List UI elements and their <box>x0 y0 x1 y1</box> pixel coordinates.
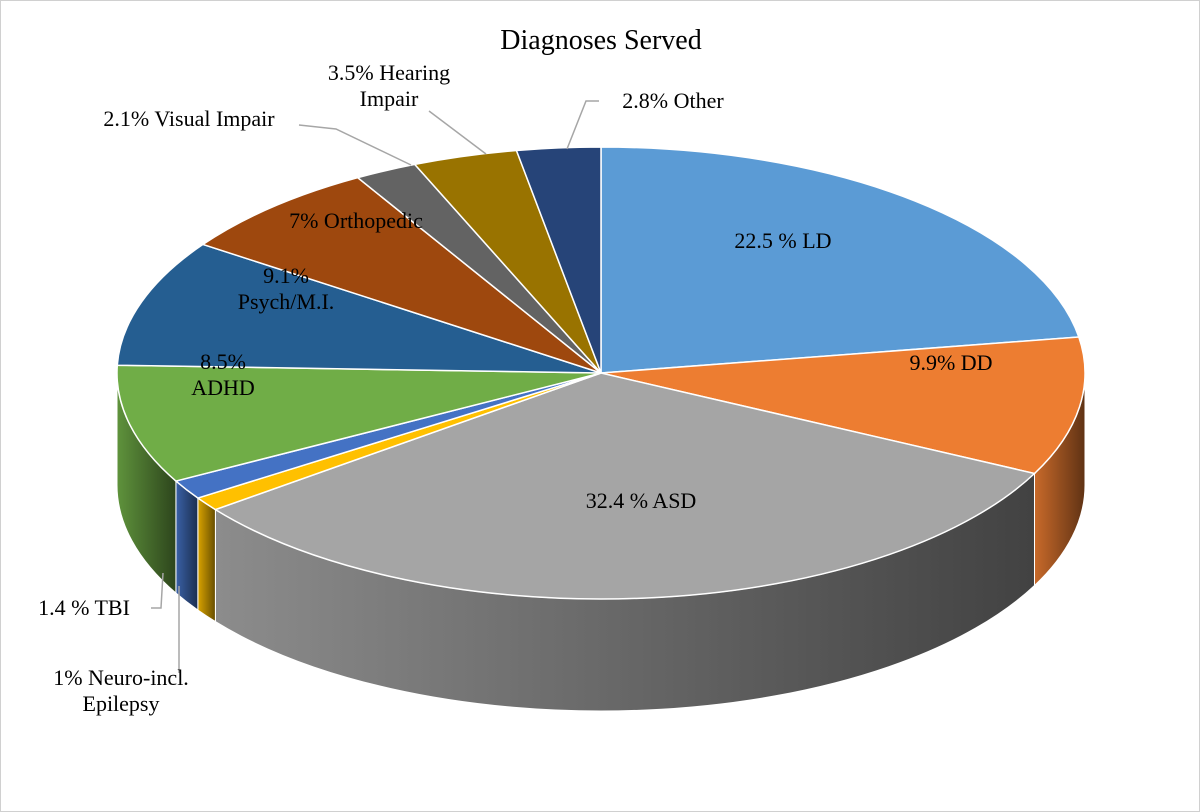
pie-slice-ld <box>600 146 1080 374</box>
data-label-visual: 2.1% Visual Impair <box>103 106 275 131</box>
data-label-adhd: 8.5% ADHD <box>191 349 255 400</box>
pie-slice-dd <box>600 336 1086 475</box>
pie-sides <box>116 372 1086 712</box>
pie-slice-asd <box>213 372 1037 600</box>
pie-slice-other <box>515 146 602 374</box>
pie-top <box>116 146 1086 600</box>
data-label-orthopedic: 7% Orthopedic <box>289 208 423 233</box>
leader-line-hearing <box>428 110 487 155</box>
chart-title: Diagnoses Served <box>500 25 702 56</box>
leader-line-other <box>566 100 599 150</box>
data-label-asd: 32.4 % ASD <box>585 488 697 513</box>
leader-lines <box>151 100 599 673</box>
pie-slice-adhd <box>116 364 602 482</box>
data-label-psych: 9.1% Psych/M.I. <box>237 263 335 314</box>
data-label-other: 2.8% Other <box>622 88 724 113</box>
pie-slice-orthopedic <box>201 176 602 374</box>
data-label-tbi: 1.4 % TBI <box>38 595 130 620</box>
data-label-ld: 22.5 % LD <box>734 228 832 253</box>
pie-side-neuro-incl-epilepsy <box>197 497 216 623</box>
leader-line-visual <box>298 124 412 166</box>
data-label-neuro: 1% Neuro-incl. Epilepsy <box>53 665 189 716</box>
leader-line-tbi <box>151 572 164 609</box>
data-label-hearing: 3.5% Hearing Impair <box>327 60 451 111</box>
data-label-dd: 9.9% DD <box>909 350 993 375</box>
pie-slice-psych-m-i- <box>116 243 602 374</box>
